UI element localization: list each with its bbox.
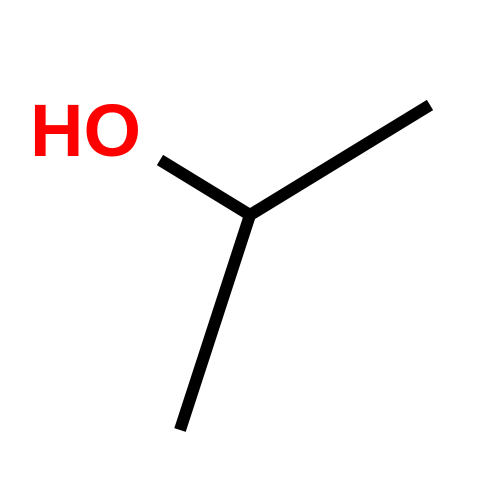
bond-c1-oh: [160, 160, 250, 215]
bond-c1-c3: [180, 215, 250, 430]
hydroxyl-label: HO: [30, 88, 141, 173]
molecule-canvas: [0, 0, 500, 500]
bond-c1-c2: [250, 105, 430, 215]
